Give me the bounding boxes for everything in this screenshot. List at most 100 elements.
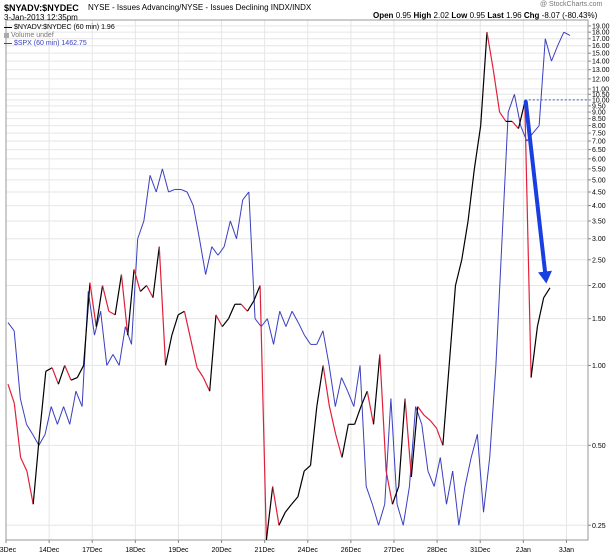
spx-line-segment: [297, 322, 305, 336]
ratio-line-segment: [423, 414, 431, 421]
spx-line-segment: [112, 354, 120, 366]
y-tick-label: 11.00: [592, 86, 609, 93]
ratio-line-segment: [398, 398, 406, 487]
spx-line-segment: [168, 188, 175, 193]
spx-line-segment: [365, 486, 373, 505]
ratio-line-segment: [473, 125, 482, 169]
spx-line-segment: [38, 434, 46, 446]
legend-label-volume: Volume undef: [10, 32, 54, 39]
spx-line-segment: [334, 377, 342, 407]
spx-line-segment: [217, 246, 225, 256]
ratio-line-segment: [171, 314, 179, 336]
ratio-line-segment: [417, 406, 425, 416]
spx-line-segment: [415, 406, 423, 425]
ratio-line-segment: [404, 398, 412, 478]
spx-line-segment: [495, 238, 503, 366]
x-tick-label: 24Dec: [298, 547, 319, 554]
ratio-line-segment: [467, 168, 475, 222]
spx-line-segment: [242, 191, 250, 201]
ratio-line-segment: [177, 310, 185, 316]
spx-line-segment: [322, 330, 330, 366]
y-tick-label: 10.50: [592, 92, 610, 99]
arrow-head: [538, 270, 552, 284]
spx-line-segment: [155, 168, 163, 193]
legend-label-ratio: $NYADV:$NYDEC (60 min) 1.96: [13, 24, 115, 31]
y-tick-label: 13.00: [592, 67, 610, 74]
spx-line-segment: [236, 199, 244, 239]
x-tick-label: 19Dec: [168, 547, 189, 554]
ratio-line-segment: [76, 365, 85, 378]
spx-line-segment: [93, 311, 102, 336]
spx-line-segment: [118, 326, 126, 366]
y-tick-label: 9.50: [592, 103, 606, 110]
x-tick-label: 13Dec: [0, 547, 17, 554]
spx-line-segment: [458, 486, 466, 526]
spx-line-segment: [211, 246, 219, 256]
ratio-line-segment: [64, 365, 72, 381]
y-tick-label: 2.00: [592, 283, 606, 290]
x-tick-label: 18Dec: [125, 547, 146, 554]
high-label: High: [413, 11, 432, 20]
ratio-line-segment: [536, 297, 545, 327]
ratio-line-segment: [461, 220, 469, 260]
x-tick-label: 21Dec: [255, 547, 276, 554]
spx-line-segment: [69, 391, 77, 425]
y-tick-label: 8.00: [592, 123, 606, 130]
x-tick-label: 26Dec: [341, 547, 362, 554]
spx-line-segment: [26, 424, 34, 435]
chart-symbol: $NYADV:$NYDEC: [4, 3, 79, 13]
spx-line-segment: [513, 94, 522, 126]
ratio-line-segment: [228, 303, 236, 319]
spx-line-segment: [341, 377, 349, 392]
y-tick-label: 17.00: [592, 36, 610, 43]
y-tick-label: 15.00: [592, 51, 610, 58]
y-tick-label: 8.50: [592, 116, 606, 123]
ratio-line-segment: [202, 377, 211, 392]
spx-line-segment: [254, 318, 262, 327]
spx-line-segment: [7, 322, 15, 332]
chart-date: 3-Jan-2013 12:35pm: [4, 13, 78, 22]
ratio-line-segment: [183, 311, 192, 340]
spx-line-segment: [32, 434, 40, 446]
last-value: 1.96: [506, 11, 522, 20]
ratio-line-segment: [448, 285, 457, 366]
legend-swatch-spx: [4, 42, 12, 44]
ratio-line-segment: [278, 511, 286, 526]
spx-line-segment: [421, 424, 429, 472]
spx-line-segment: [402, 486, 410, 526]
spx-line-segment: [353, 365, 361, 407]
spx-series: [7, 31, 571, 526]
spx-line-segment: [260, 318, 268, 327]
spx-line-segment: [489, 365, 497, 458]
ratio-line-segment: [360, 390, 368, 407]
y-tick-label: 4.50: [592, 189, 606, 196]
ratio-line-segment: [70, 377, 78, 381]
spx-line-segment: [427, 470, 435, 487]
y-tick-label: 2.50: [592, 257, 606, 264]
spx-line-segment: [186, 191, 194, 206]
legend-item-volume: Volume undef: [4, 31, 54, 41]
low-value: 0.95: [469, 11, 486, 20]
ratio-line-segment: [284, 503, 293, 513]
ratio-line-segment: [486, 32, 494, 70]
spx-line-segment: [433, 457, 441, 487]
ratio-line-segment: [221, 318, 230, 327]
last-label: Last: [487, 11, 504, 20]
ratio-line-segment: [341, 424, 349, 458]
spx-line-segment: [137, 220, 145, 239]
x-tick-label: 14Dec: [39, 547, 60, 554]
ratio-line-segment: [139, 285, 148, 292]
y-tick-label: 19.00: [592, 23, 610, 30]
spx-line-segment: [445, 470, 454, 505]
advance-decline-series: [7, 32, 551, 541]
ratio-line-segment: [133, 269, 141, 292]
spx-line-segment: [371, 504, 380, 526]
spx-line-segment: [464, 457, 472, 487]
y-tick-label: 9.00: [592, 110, 606, 117]
chg-label: Chg: [523, 11, 540, 20]
ratio-line-segment: [429, 420, 438, 429]
legend-item-ratio: $NYADV:$NYDEC (60 min) 1.96: [4, 23, 115, 33]
spx-line-segment: [106, 354, 114, 366]
spx-line-segment: [384, 398, 392, 505]
spx-line-segment: [279, 311, 287, 327]
